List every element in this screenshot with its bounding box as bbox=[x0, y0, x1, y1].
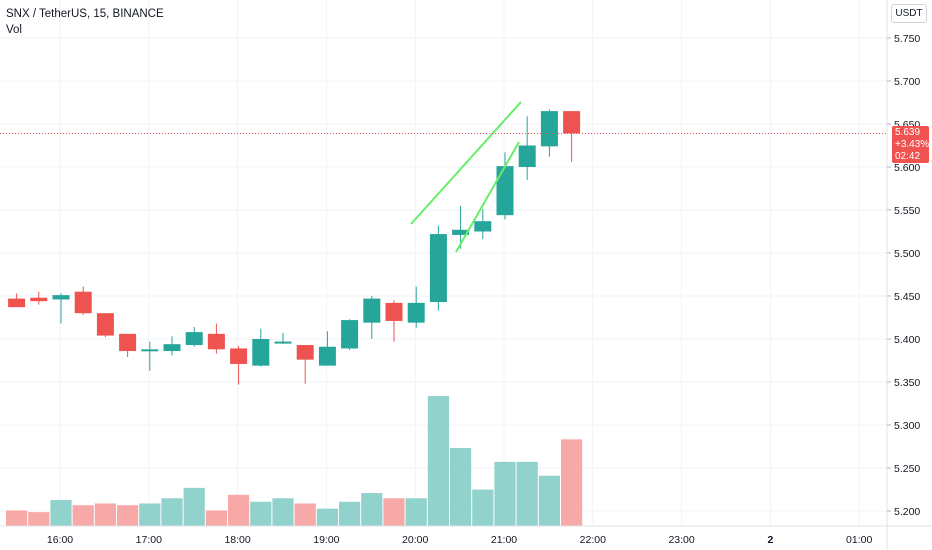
candle-body bbox=[407, 302, 425, 323]
volume-bar bbox=[516, 461, 538, 526]
price-tick-label: 5.200 bbox=[894, 506, 920, 518]
price-tick-label: 5.300 bbox=[894, 420, 920, 432]
volume-bar bbox=[405, 498, 427, 526]
volume-bars bbox=[6, 396, 583, 526]
candle-body bbox=[318, 346, 336, 366]
candle-body bbox=[496, 166, 514, 216]
volume-bar bbox=[161, 498, 183, 526]
candle-body bbox=[163, 344, 181, 352]
price-axis[interactable]: 5.7505.7005.6505.6005.5505.5005.4505.400… bbox=[887, 33, 920, 518]
volume-bar bbox=[228, 494, 250, 526]
volume-bar bbox=[50, 500, 72, 526]
candlesticks bbox=[8, 109, 581, 385]
price-tick-label: 5.400 bbox=[894, 334, 920, 346]
volume-bar bbox=[316, 508, 338, 526]
volume-bar bbox=[117, 505, 139, 526]
price-tick-label: 5.750 bbox=[894, 33, 920, 45]
candle-body bbox=[207, 333, 225, 350]
time-tick-label: 18:00 bbox=[224, 534, 250, 546]
candle-body bbox=[274, 341, 292, 344]
volume-bar bbox=[427, 396, 449, 526]
volume-bar bbox=[72, 505, 94, 526]
candle-body bbox=[474, 221, 492, 232]
time-axis[interactable]: 16:00 17:00 18:00 19:00 20:00 21:00 22:00 23:00… bbox=[47, 534, 873, 546]
trendline-drawings bbox=[410, 101, 522, 253]
volume-bar bbox=[250, 501, 272, 526]
candle-body bbox=[230, 348, 248, 364]
candle-body bbox=[141, 349, 159, 352]
candle-body bbox=[518, 145, 536, 167]
volume-bar bbox=[183, 487, 205, 526]
price-tick-label: 5.600 bbox=[894, 162, 920, 174]
volume-bar bbox=[272, 498, 294, 526]
currency-button[interactable]: USDT bbox=[891, 4, 927, 23]
price-tick-label: 5.350 bbox=[894, 377, 920, 389]
time-tick-label: 21:00 bbox=[491, 534, 517, 546]
price-tick-label: 5.450 bbox=[894, 291, 920, 303]
candle-body bbox=[363, 298, 381, 323]
time-tick-label: 01:00 bbox=[846, 534, 872, 546]
volume-bar bbox=[6, 510, 28, 526]
time-tick-label: 2 bbox=[767, 534, 773, 546]
volume-bar bbox=[94, 503, 116, 526]
candle-body bbox=[452, 229, 470, 235]
candle-body bbox=[8, 298, 26, 308]
volume-bar bbox=[450, 448, 472, 526]
candle-body bbox=[74, 291, 92, 314]
volume-bar bbox=[339, 501, 361, 526]
symbol-title: SNX / TetherUS, 15, BINANCE bbox=[6, 8, 164, 20]
candle-body bbox=[540, 111, 558, 147]
last-price-value: 5.639 bbox=[895, 127, 921, 138]
time-tick-label: 17:00 bbox=[136, 534, 162, 546]
last-price-change: +3.43% bbox=[895, 139, 930, 150]
volume-bar bbox=[538, 475, 560, 526]
candle-body bbox=[341, 320, 359, 349]
candle-body bbox=[52, 295, 70, 300]
candle-body bbox=[252, 339, 270, 366]
bar-countdown: 02:42 bbox=[895, 151, 921, 162]
volume-bar bbox=[361, 493, 383, 526]
candle-body bbox=[30, 297, 48, 302]
trendline[interactable] bbox=[410, 101, 522, 225]
price-tick-label: 5.550 bbox=[894, 205, 920, 217]
last-price-label: 5.639 +3.43% 02:42 bbox=[892, 126, 929, 163]
chart-legend: SNX / TetherUS, 15, BINANCE Vol bbox=[6, 6, 164, 38]
candle-body bbox=[185, 332, 203, 346]
volume-bar bbox=[494, 461, 516, 526]
volume-bar bbox=[294, 503, 316, 526]
candle-body bbox=[563, 111, 581, 134]
volume-bar bbox=[561, 439, 583, 526]
volume-label: Vol bbox=[6, 24, 22, 36]
volume-bar bbox=[205, 510, 227, 526]
price-tick-label: 5.700 bbox=[894, 76, 920, 88]
time-tick-label: 19:00 bbox=[313, 534, 339, 546]
time-tick-label: 20:00 bbox=[402, 534, 428, 546]
volume-bar bbox=[28, 512, 50, 526]
volume-bar bbox=[139, 503, 161, 526]
candle-body bbox=[119, 333, 137, 352]
time-tick-label: 23:00 bbox=[668, 534, 694, 546]
volume-bar bbox=[383, 498, 405, 526]
volume-bar bbox=[472, 489, 494, 526]
candle-body bbox=[296, 345, 314, 360]
price-tick-label: 5.250 bbox=[894, 463, 920, 475]
trendline[interactable] bbox=[455, 141, 520, 253]
candle-body bbox=[96, 313, 114, 336]
candle-body bbox=[385, 302, 403, 321]
price-tick-label: 5.500 bbox=[894, 248, 920, 260]
time-tick-label: 16:00 bbox=[47, 534, 73, 546]
candle-body bbox=[429, 234, 447, 303]
time-tick-label: 22:00 bbox=[580, 534, 606, 546]
